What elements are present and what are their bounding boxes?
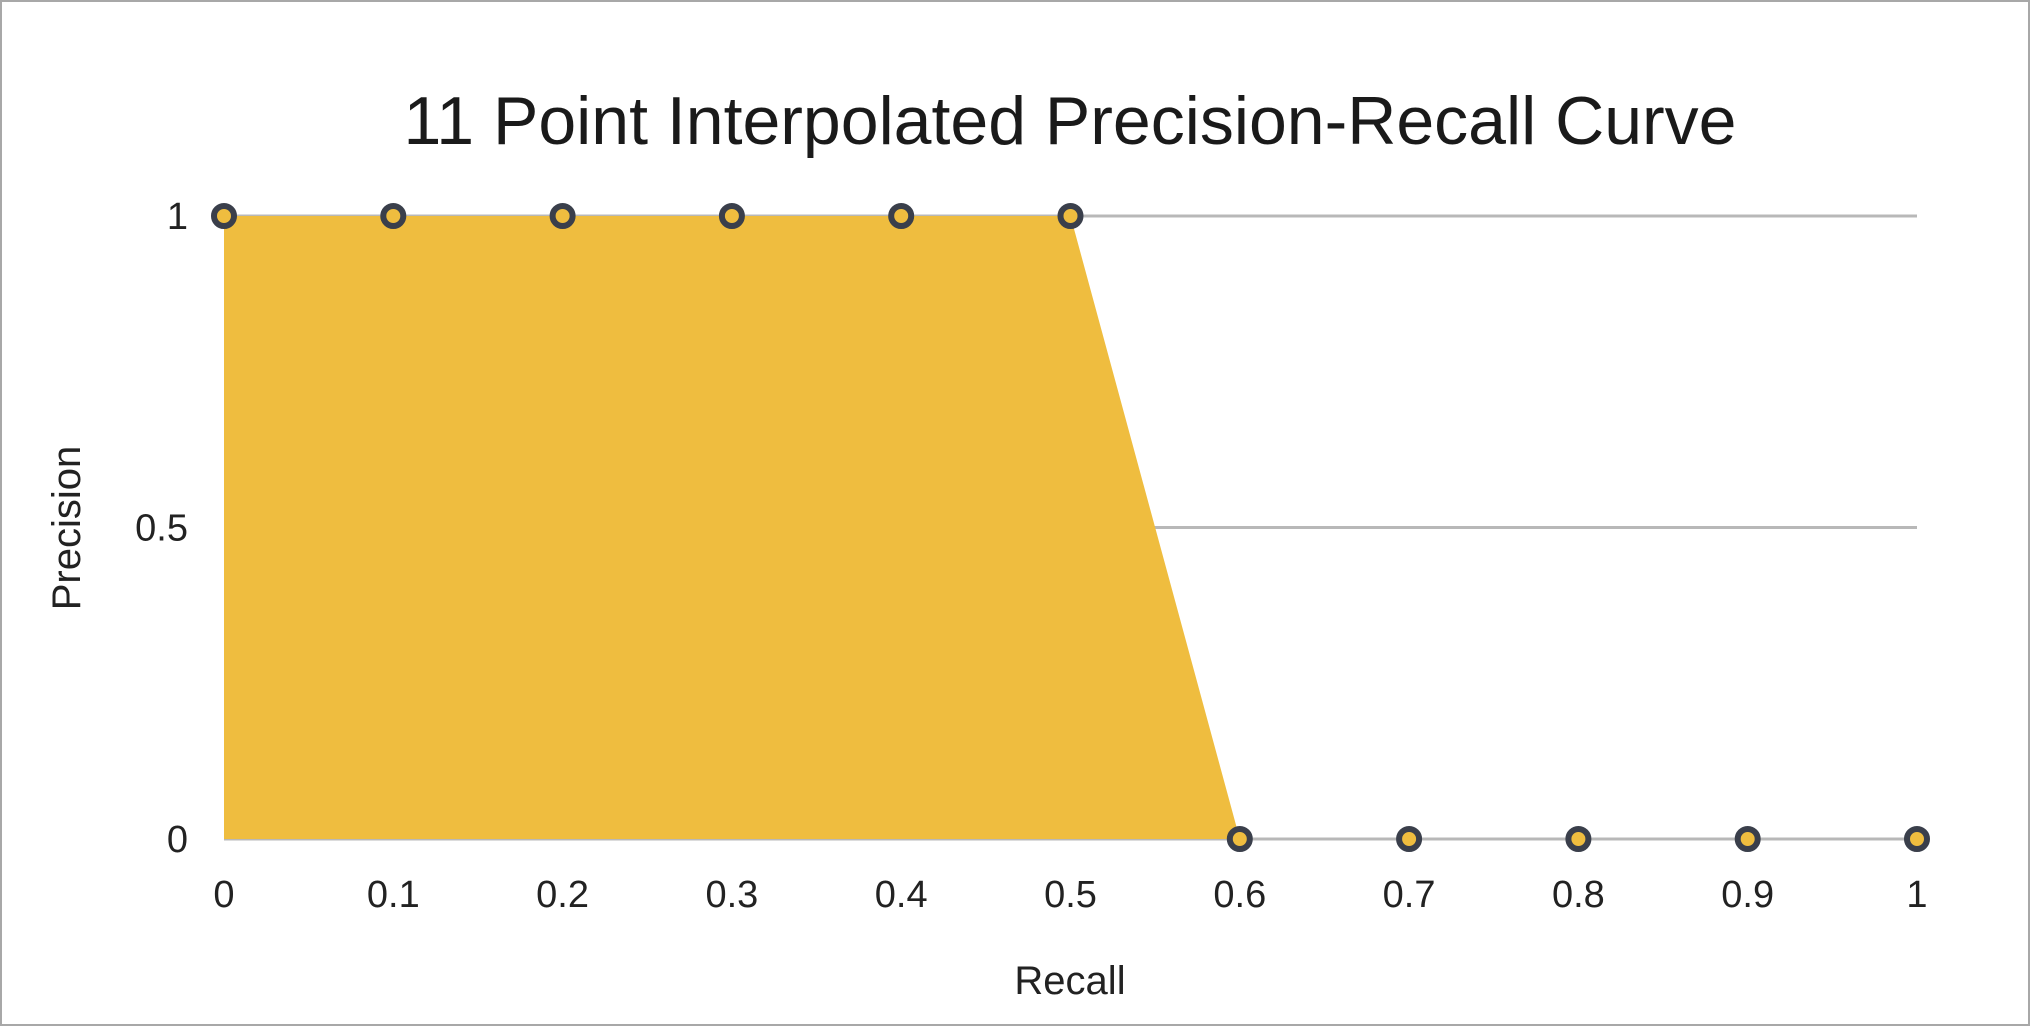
area-fill-layer [224, 216, 1917, 839]
data-point-markers [211, 203, 1930, 852]
y-tick-label-0: 0 [167, 819, 188, 861]
x-tick-label-4: 0.4 [875, 874, 928, 916]
data-point-6 [1226, 826, 1253, 852]
data-point-8 [1565, 826, 1592, 852]
x-tick-labels: 0 0.1 0.2 0.3 0.4 0.5 0.6 0.7 0.8 0.9 1 [213, 874, 1927, 916]
data-point-9 [1734, 826, 1761, 852]
x-tick-label-5: 0.5 [1044, 874, 1097, 916]
data-point-10 [1904, 826, 1930, 852]
data-point-3 [718, 203, 745, 229]
y-tick-label-2: 1 [167, 196, 188, 238]
x-tick-label-9: 0.9 [1721, 874, 1774, 916]
data-point-5 [1057, 203, 1084, 229]
data-point-2 [549, 203, 576, 229]
data-point-4 [888, 203, 915, 229]
x-tick-label-3: 0.3 [705, 874, 758, 916]
x-tick-label-6: 0.6 [1213, 874, 1266, 916]
x-tick-label-8: 0.8 [1552, 874, 1605, 916]
x-tick-label-10: 1 [1906, 874, 1927, 916]
data-point-7 [1396, 826, 1423, 852]
x-tick-label-2: 0.2 [536, 874, 589, 916]
y-tick-label-1: 0.5 [135, 508, 188, 550]
y-tick-labels: 00.51 [135, 196, 188, 861]
chart-title: 11 Point Interpolated Precision-Recall C… [404, 83, 1737, 159]
x-tick-label-0: 0 [213, 874, 234, 916]
precision-area [224, 216, 1917, 839]
x-axis-label: Recall [1014, 959, 1125, 1003]
y-axis-label: Precision [45, 446, 89, 611]
data-point-1 [380, 203, 407, 229]
x-tick-label-1: 0.1 [367, 874, 420, 916]
data-point-0 [211, 203, 237, 229]
x-tick-label-7: 0.7 [1383, 874, 1436, 916]
